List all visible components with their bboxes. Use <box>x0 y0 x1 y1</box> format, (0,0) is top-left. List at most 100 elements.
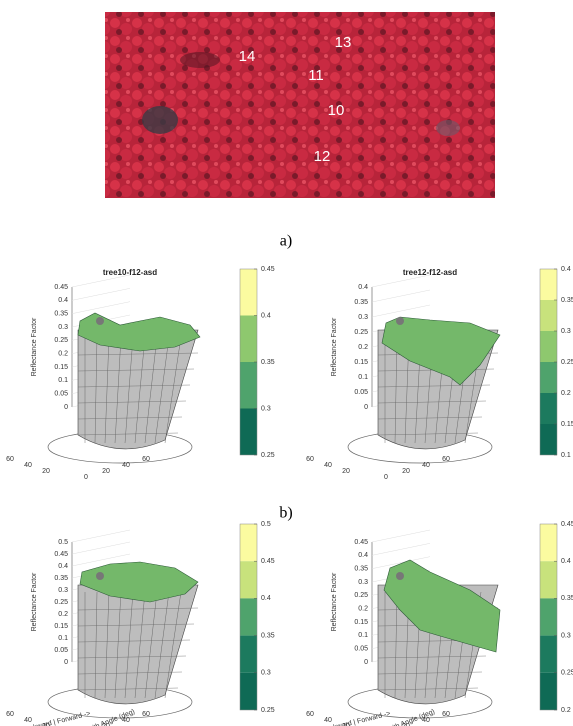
z-tick-label: 0.25 <box>354 592 368 599</box>
tree-label: 12 <box>314 148 331 165</box>
colorbar-tick-label: 0.45 <box>561 521 573 528</box>
tree-label: 14 <box>239 48 256 65</box>
z-axis-label: Reflectance Factor <box>331 572 338 631</box>
z-tick-label: 0.4 <box>58 563 68 570</box>
z-grid-line <box>372 530 430 542</box>
z-grid-line <box>72 288 130 300</box>
z-tick-label: 0 <box>364 659 368 666</box>
colorbar-tick-label: 0.15 <box>561 421 573 428</box>
sun-marker <box>96 317 104 325</box>
z-grid-line <box>372 305 430 317</box>
colorbar-tick-label: 0.25 <box>261 452 275 459</box>
colorbar-tick-label: 0.4 <box>261 312 271 319</box>
z-tick-label: 0.45 <box>54 284 68 291</box>
z-tick-label: 0.4 <box>358 284 368 291</box>
z-tick-label: 0 <box>364 404 368 411</box>
z-axis-label: Reflectance Factor <box>31 572 38 631</box>
colorbar-tick-label: 0.2 <box>561 707 571 714</box>
z-tick-label: 0.3 <box>58 587 68 594</box>
z-tick-label: 0.35 <box>354 299 368 306</box>
tree-label: 13 <box>335 34 352 51</box>
colorbar-tick-label: 0.25 <box>561 359 573 366</box>
x-tick-label: 0 <box>384 474 388 481</box>
z-tick-label: 0 <box>64 404 68 411</box>
sun-marker <box>96 572 104 580</box>
colorbar-band <box>540 300 557 331</box>
plot-title: tree10-f12-asd <box>103 268 157 277</box>
sun-marker <box>396 572 404 580</box>
z-axis-label: Reflectance Factor <box>331 317 338 376</box>
sun-marker <box>396 317 404 325</box>
tree-label: 11 <box>308 67 324 84</box>
caption: b) <box>279 505 292 522</box>
colorbar-band <box>540 524 557 561</box>
z-grid-line <box>372 275 430 287</box>
z-tick-label: 0.4 <box>358 552 368 559</box>
colorbar-band <box>240 673 257 710</box>
z-tick-label: 0.15 <box>354 619 368 626</box>
colorbar-band <box>540 636 557 673</box>
plot-panel: 0.50.450.40.350.30.250.20.150.10.050Refl… <box>6 521 275 726</box>
colorbar-band <box>540 269 557 300</box>
y-tick-label: 20 <box>342 468 350 475</box>
z-tick-label: 0.35 <box>54 311 68 318</box>
colorbar-band <box>540 598 557 635</box>
y-tick-label: 40 <box>324 462 332 469</box>
z-tick-label: 0.25 <box>54 599 68 606</box>
colorbar-band <box>540 673 557 710</box>
colorbar-band <box>540 331 557 362</box>
colorbar-tick-label: 0.4 <box>561 558 571 565</box>
z-grid-line <box>72 530 130 542</box>
colorbar-band <box>240 269 257 316</box>
x-tick-label: 60 <box>442 456 450 463</box>
z-tick-label: 0.05 <box>54 391 68 398</box>
z-tick-label: 0.5 <box>58 539 68 546</box>
z-tick-label: 0 <box>64 659 68 666</box>
x-tick-label: 40 <box>422 462 430 469</box>
x-tick-label: 40 <box>122 462 130 469</box>
y-tick-label: 40 <box>24 717 32 724</box>
z-tick-label: 0.2 <box>58 351 68 358</box>
z-tick-label: 0.15 <box>54 623 68 630</box>
colorbar-tick-label: 0.35 <box>561 297 573 304</box>
y-tick-label: 20 <box>42 468 50 475</box>
plot-panel: tree10-f12-asd0.450.40.350.30.250.20.150… <box>6 266 275 481</box>
colorbar-tick-label: 0.25 <box>561 670 573 677</box>
z-axis-label: Reflectance Factor <box>31 317 38 376</box>
x-tick-label: 60 <box>142 711 150 718</box>
colorbar-tick-label: 0.4 <box>561 266 571 273</box>
z-tick-label: 0.1 <box>58 377 68 384</box>
colorbar-band <box>240 362 257 409</box>
z-grid-line <box>72 542 130 554</box>
colorbar-tick-label: 0.1 <box>561 452 571 459</box>
colorbar-tick-label: 0.3 <box>261 670 271 677</box>
z-tick-label: 0.4 <box>58 297 68 304</box>
colorbar-tick-label: 0.45 <box>261 558 275 565</box>
colorbar-tick-label: 0.35 <box>261 359 275 366</box>
z-tick-label: 0.05 <box>354 646 368 653</box>
z-grid-line <box>72 302 130 314</box>
caption: a) <box>280 233 292 250</box>
tree-label: 10 <box>328 102 345 119</box>
colorbar-band <box>240 598 257 635</box>
z-tick-label: 0.05 <box>354 389 368 396</box>
z-tick-label: 0.25 <box>354 329 368 336</box>
colorbar-band <box>240 524 257 561</box>
z-tick-label: 0.1 <box>358 632 368 639</box>
x-tick-label: 0 <box>84 474 88 481</box>
z-tick-label: 0.2 <box>358 344 368 351</box>
z-tick-label: 0.3 <box>58 324 68 331</box>
y-tick-label: 60 <box>306 711 314 718</box>
colorbar-tick-label: 0.3 <box>261 405 271 412</box>
colorbar-tick-label: 0.4 <box>261 595 271 602</box>
z-tick-label: 0.3 <box>358 314 368 321</box>
y-tick-label: 60 <box>306 456 314 463</box>
z-tick-label: 0.2 <box>358 606 368 613</box>
z-grid-line <box>72 275 130 287</box>
z-tick-label: 0.1 <box>358 374 368 381</box>
colorbar-band <box>540 561 557 598</box>
y-tick-label: 40 <box>24 462 32 469</box>
z-tick-label: 0.25 <box>54 337 68 344</box>
colorbar-tick-label: 0.35 <box>261 632 275 639</box>
colorbar-band <box>240 636 257 673</box>
